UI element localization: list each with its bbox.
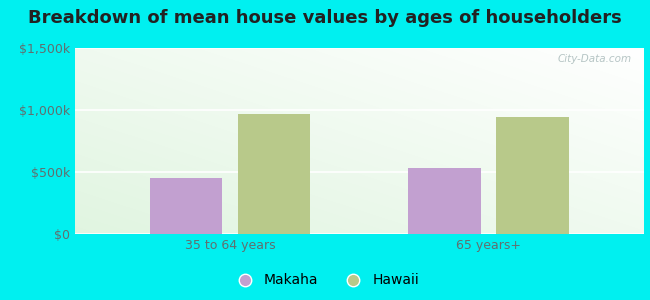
- Bar: [238, 114, 310, 234]
- Bar: [496, 117, 569, 234]
- Bar: [150, 178, 222, 234]
- Text: Breakdown of mean house values by ages of householders: Breakdown of mean house values by ages o…: [28, 9, 622, 27]
- Bar: [408, 168, 480, 234]
- Text: City-Data.com: City-Data.com: [558, 54, 632, 64]
- Legend: Makaha, Hawaii: Makaha, Hawaii: [225, 268, 425, 293]
